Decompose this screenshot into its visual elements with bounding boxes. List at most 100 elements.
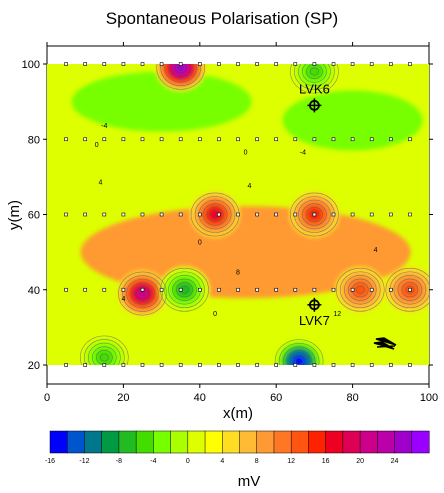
- station-marker: [312, 212, 317, 217]
- contour-label: 4: [248, 183, 252, 190]
- plot-area: -4 0 4 0 -4 4 8 4 0 12 4 0 LVK6 LVK7: [46, 45, 430, 385]
- contour-line: [278, 342, 320, 365]
- contour-line: [84, 339, 125, 365]
- colorbar-swatch: [118, 430, 137, 454]
- station-marker: [64, 212, 68, 217]
- contour-line: [176, 282, 193, 298]
- colorbar-swatch: [256, 430, 275, 454]
- well-layer: LVK6 LVK7: [299, 81, 330, 327]
- station-marker: [140, 62, 145, 66]
- station-marker: [274, 62, 279, 66]
- y-tick-label: 80: [28, 134, 40, 146]
- colorbar-swatch: [308, 430, 327, 454]
- x-tick-label: 80: [346, 392, 358, 404]
- contour-label: 4: [99, 179, 103, 186]
- contour-line: [202, 203, 228, 226]
- colorbar-tick-label: 12: [287, 458, 295, 465]
- contour-line: [290, 64, 339, 94]
- contour-layer: -4 0 4 0 -4 4 8 4 0 12 4 0: [80, 64, 429, 365]
- station-marker: [236, 212, 240, 217]
- colorbar-tick-label: 20: [356, 458, 364, 465]
- station-marker: [178, 363, 183, 367]
- station-marker: [64, 363, 68, 367]
- station-marker: [102, 137, 107, 142]
- station-marker: [312, 363, 317, 367]
- station-marker: [121, 287, 126, 292]
- colorbar-swatch: [411, 430, 430, 454]
- station-marker: [236, 137, 240, 142]
- station-marker: [159, 212, 164, 217]
- station-marker: [236, 287, 240, 292]
- colorbar-swatch: [239, 430, 258, 454]
- anomaly-7: [159, 266, 210, 313]
- colorbar-tick-label: 16: [322, 458, 330, 465]
- colorbar-swatch: [204, 430, 223, 454]
- contour-line: [160, 64, 201, 87]
- contour-line: [294, 64, 335, 90]
- station-marker: [140, 363, 145, 367]
- well-label: LVK6: [299, 81, 330, 96]
- well-label: LVK7: [299, 313, 330, 328]
- contour-label: 0: [198, 240, 202, 247]
- contour-line: [306, 207, 323, 223]
- station-marker: [140, 137, 145, 142]
- contour-label: 4: [374, 247, 378, 254]
- station-marker: [350, 363, 355, 367]
- contour-line: [401, 282, 419, 298]
- anomaly-3: [335, 266, 386, 313]
- contour-line: [298, 199, 331, 230]
- station-marker: [159, 363, 164, 367]
- station-marker: [369, 287, 374, 292]
- station-marker: [274, 212, 279, 217]
- x-tick-label: 60: [270, 392, 282, 404]
- colorbar-tick-label: 8: [255, 458, 259, 465]
- station-marker: [331, 62, 336, 66]
- station-marker: [217, 137, 221, 142]
- station-marker: [293, 363, 298, 367]
- station-marker: [198, 212, 202, 217]
- station-marker: [64, 137, 68, 142]
- contour-line: [164, 64, 197, 83]
- contour-line: [393, 275, 427, 305]
- contour-line: [385, 267, 429, 312]
- station-marker: [331, 287, 336, 292]
- station-marker: [236, 363, 240, 367]
- contour-line: [164, 271, 205, 309]
- well-marker: [307, 297, 322, 312]
- colorbar-tick-label: 0: [186, 458, 190, 465]
- contour-line: [290, 192, 339, 237]
- y-tick-label: 60: [28, 210, 40, 222]
- anomaly-0: [190, 191, 241, 238]
- contour-label: 12: [333, 311, 341, 318]
- contour-line: [335, 267, 385, 312]
- colorbar-swatch: [187, 430, 206, 454]
- contour-line: [168, 64, 193, 79]
- station-marker: [236, 62, 240, 66]
- station-marker: [408, 287, 412, 292]
- south-low-zone: [127, 318, 388, 359]
- station-marker: [312, 137, 317, 142]
- x-tick-label: 100: [420, 392, 438, 404]
- contour-label: 0: [213, 311, 217, 318]
- contour-line: [134, 286, 151, 302]
- station-marker: [350, 137, 355, 142]
- station-marker: [312, 287, 317, 292]
- contour-line: [274, 339, 324, 365]
- contour-line: [172, 278, 197, 301]
- station-marker: [140, 212, 145, 217]
- colorbar-label: mV: [238, 473, 261, 490]
- station-marker: [331, 363, 336, 367]
- station-marker: [388, 363, 393, 367]
- station-marker: [255, 137, 259, 142]
- contour-line: [206, 207, 224, 223]
- station-marker: [274, 137, 279, 142]
- station-marker: [217, 62, 221, 66]
- station-marker: [408, 62, 412, 66]
- colorbar-swatch: [325, 430, 344, 454]
- station-marker: [312, 62, 317, 66]
- contour-line: [397, 278, 423, 301]
- station-marker: [388, 137, 393, 142]
- y-tick-label: 20: [28, 360, 40, 372]
- station-marker: [217, 212, 221, 217]
